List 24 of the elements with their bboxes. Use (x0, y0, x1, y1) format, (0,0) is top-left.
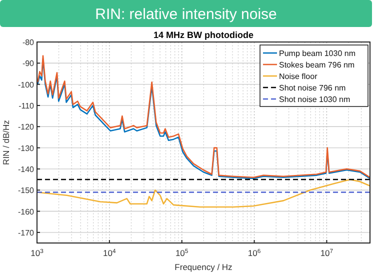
x-tick-label: 10$^{5}$ (175, 248, 189, 258)
x-tick-label: 10$^{7}$ (320, 248, 334, 258)
y-tick-label: -130 (18, 144, 35, 153)
x-axis-title: Frequency / Hz (174, 262, 232, 272)
y-axis-title: RIN / dB/Hz (1, 120, 11, 165)
y-tick-label: -160 (18, 207, 35, 216)
y-tick-label: -120 (18, 122, 35, 132)
chart-title: RIN: relative intensity noise (95, 6, 277, 23)
y-tick-label: -90 (22, 59, 35, 68)
y-tick-label: -150 (18, 186, 35, 196)
x-tick-label: 10$^{6}$ (248, 248, 262, 258)
y-tick-label: -100 (18, 80, 35, 90)
y-tick-label: -110 (18, 101, 35, 110)
legend-label: Stokes beam 796 nm (279, 60, 355, 70)
x-tick-label: 10$^{3}$ (30, 248, 44, 258)
legend-label: Noise floor (279, 72, 318, 81)
x-tick-label: 10$^{4}$ (103, 248, 117, 258)
y-tick-label: -80 (22, 38, 35, 47)
legend-label: Shot noise 1030 nm (279, 95, 350, 104)
y-tick-label: -170 (18, 228, 35, 238)
legend-label: Shot noise 796 nm (279, 84, 346, 92)
chart-subtitle: 14 MHz BW photodiode (154, 30, 254, 40)
y-tick-label: -140 (18, 164, 35, 174)
legend-label: Pump beam 1030 nm (279, 49, 356, 58)
